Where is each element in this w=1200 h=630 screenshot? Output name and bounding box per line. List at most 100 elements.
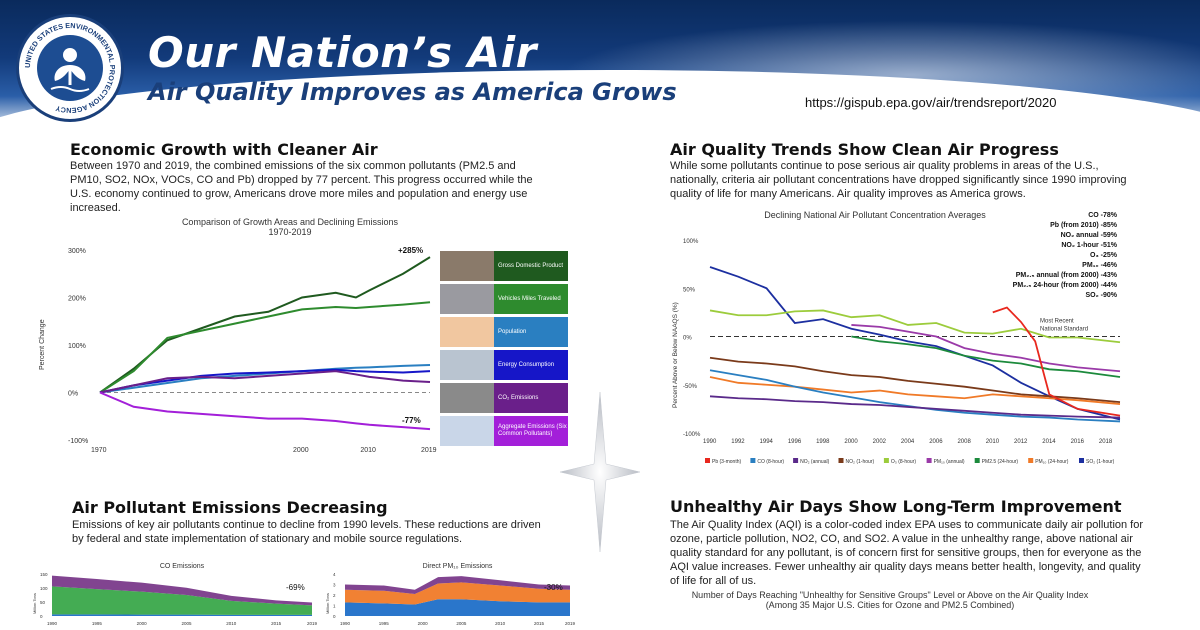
conc-change-label: NO₂ annual -59% [1061,232,1118,239]
conc-legend-swatch [793,458,799,463]
growth-legend-label: CO₂ Emissions [498,394,539,401]
conc-xtick-label: 2010 [986,439,1000,445]
conc-series-line [709,309,1121,344]
conc-ytick-label: 100% [683,239,699,245]
area-xtick-label: 2005 [181,621,192,626]
trends-paragraph: While some pollutants continue to pose s… [670,159,1145,201]
emissions-heading: Air Pollutant Emissions Decreasing [72,498,388,517]
conc-ytick-label: 0% [683,336,692,342]
conc-series-line [709,369,1121,423]
area-xtick-label: 2010 [495,621,506,626]
area-xtick-label: 2005 [456,621,467,626]
conc-xtick-label: 2004 [901,439,915,445]
growth-xtick-label: 2000 [293,447,309,454]
conc-series-line [709,266,1121,421]
conc-legend-swatch [1028,458,1034,463]
growth-annotation: -77% [402,416,421,425]
conc-xtick-label: 1992 [731,439,745,445]
area-series-band [52,586,312,615]
growth-series-line [99,370,431,394]
conc-legend-label: Pb (3-month) [712,459,742,465]
area-chart-title: CO Emissions [160,563,205,570]
conc-change-label: CO -78% [1088,212,1118,219]
area-xtick-label: 2015 [534,621,545,626]
trends-text: While some pollutants continue to pose s… [670,160,1127,200]
conc-legend-swatch [838,458,844,463]
conc-legend-label: CO (8-hour) [757,459,784,465]
growth-legend-item: Vehicles Miles Traveled [440,284,568,314]
conc-change-label: PM₂.₅ 24-hour (from 2000) -44% [1013,282,1118,289]
conc-ytick-label: -50% [683,384,698,390]
area-xtick-label: 1990 [47,621,58,626]
conc-series-line [709,395,1121,419]
area-ytick-label: 100 [40,586,48,591]
growth-ytick-label: 0% [68,391,78,398]
area-xtick-label: 2015 [271,621,282,626]
growth-legend-label: Aggregate Emissions (Six Common Pollutan… [498,424,567,437]
emissions-text: Emissions of key air pollutants continue… [72,519,541,545]
conc-xtick-label: 1996 [788,439,802,445]
aqi-chart-title-line1: Number of Days Reaching "Unhealthy for S… [691,590,1089,600]
conc-ytick-label: -100% [683,432,701,438]
legend-photo-icon [440,416,494,446]
legend-photo-icon [440,350,494,380]
conc-xtick-label: 2018 [1099,439,1113,445]
area-xtick-label: 2019 [565,621,576,626]
econ-heading: Economic Growth with Cleaner Air [70,140,378,159]
conc-series-line [709,376,1121,405]
area-ytick-label: 0 [40,614,43,619]
conc-series-line [709,356,1121,404]
growth-legend-label: Energy Consumption [498,361,555,368]
growth-ytick-label: 100% [68,343,86,350]
growth-ytick-label: 200% [68,296,86,303]
area-series-band [345,582,570,605]
growth-xtick-label: 2010 [360,447,376,454]
conc-ytick-label: 50% [683,287,696,293]
conc-xtick-label: 1994 [760,439,774,445]
growth-title: Comparison of Growth Areas and Declining… [181,217,399,227]
area-ytick-label: 3 [333,583,336,588]
econ-paragraph: Between 1970 and 2019, the combined emis… [70,159,550,215]
conc-xtick-label: 2000 [844,439,858,445]
sparkle-star-icon [560,392,640,552]
growth-ytick-label: -100% [68,438,88,445]
legend-photo-icon [440,317,494,347]
area-series-band [345,599,570,616]
growth-legend-item: Gross Domestic Product [440,251,568,281]
growth-legend-label: Vehicles Miles Traveled [498,295,561,302]
area-xtick-label: 2000 [137,621,148,626]
growth-legend-item: Aggregate Emissions (Six Common Pollutan… [440,416,568,446]
conc-change-label: SO₂ -90% [1085,292,1117,299]
report-url-link[interactable]: https://gispub.epa.gov/air/trendsreport/… [805,95,1057,110]
conc-legend-label: NO₂ (annual) [800,459,830,465]
growth-series-line [99,368,431,394]
growth-series-line [99,391,431,431]
conc-legend-label: PM₁₀ (annual) [934,459,965,465]
area-ytick-label: 50 [40,600,46,605]
conc-change-label: PM₂.₅ annual (from 2000) -43% [1016,272,1118,279]
area-xtick-label: 2000 [418,621,429,626]
seal-center-icon [37,35,103,101]
area-ylabel: Million Tons [32,593,37,614]
growth-xtick-label: 1970 [91,447,107,454]
legend-photo-icon [440,284,494,314]
aqi-chart-title-line2: (Among 35 Major U.S. Cities for Ozone an… [765,600,1015,610]
area-ylabel: Million Tons [325,593,330,614]
area-ytick-label: 0 [333,614,336,619]
growth-series-line [99,256,431,394]
area-xtick-label: 2010 [226,621,237,626]
growth-annotation: +285% [398,246,423,255]
aqi-heading: Unhealthy Air Days Show Long-Term Improv… [670,497,1122,516]
area-chart-title: Direct PM₁₀ Emissions [423,563,493,570]
growth-legend-label: Gross Domestic Product [498,262,564,269]
conc-legend-label: O₃ (8-hour) [891,459,916,465]
conc-legend-swatch [1079,458,1084,463]
conc-xtick-label: 1998 [816,439,830,445]
growth-ylabel: Percent Change [39,319,46,370]
area-xtick-label: 1990 [340,621,351,626]
aqi-paragraph: The Air Quality Index (AQI) is a color-c… [670,518,1150,588]
conc-change-label: O₃ -25% [1090,252,1118,259]
econ-text: Between 1970 and 2019, the combined emis… [70,160,533,214]
conc-legend-label: SO₂ (1-hour) [1086,459,1115,465]
